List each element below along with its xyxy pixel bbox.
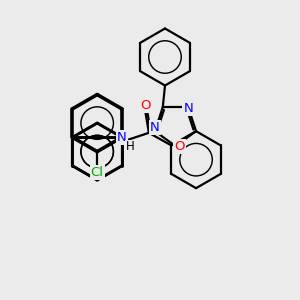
Text: N: N <box>183 102 193 115</box>
Text: O: O <box>175 140 185 153</box>
Text: H: H <box>126 140 134 153</box>
Text: O: O <box>140 99 151 112</box>
Text: N: N <box>150 121 160 134</box>
Text: Cl: Cl <box>91 166 104 179</box>
Text: N: N <box>117 131 127 144</box>
